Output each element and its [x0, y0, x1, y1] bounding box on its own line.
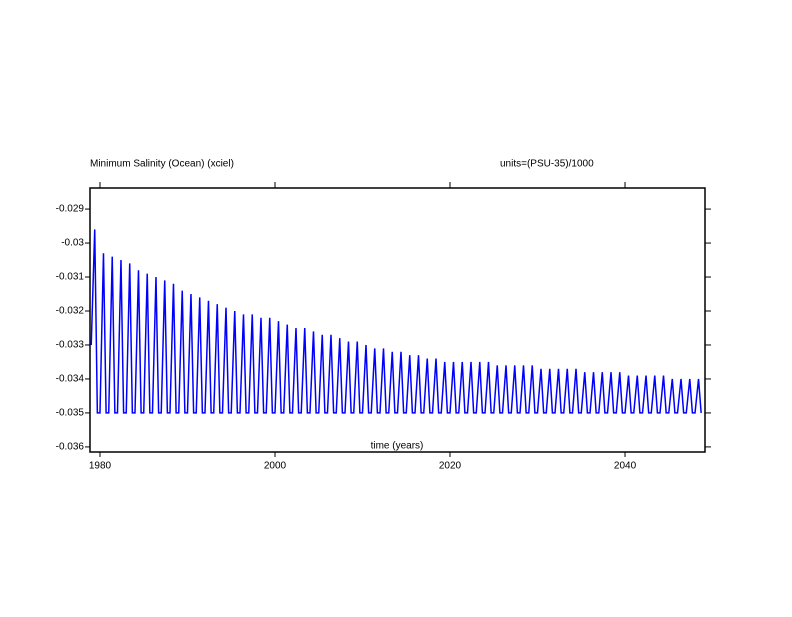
- x-tick-label: 2020: [439, 461, 462, 472]
- x-axis-label: time (years): [371, 441, 424, 452]
- plot-frame: [89, 187, 706, 453]
- chart-title: Minimum Salinity (Ocean) (xciel): [90, 159, 234, 170]
- x-tick-label: 2040: [614, 461, 637, 472]
- y-tick-label: -0.032: [56, 306, 85, 317]
- y-tick-label: -0.035: [56, 408, 85, 419]
- y-tick-label: -0.031: [56, 272, 85, 283]
- y-tick-label: -0.034: [56, 374, 85, 385]
- data-line: [90, 229, 702, 414]
- y-tick-label: -0.029: [56, 204, 85, 215]
- x-tick-label: 2000: [264, 461, 287, 472]
- chart-subtitle: units=(PSU-35)/1000: [500, 159, 594, 170]
- x-tick-label: 1980: [89, 461, 112, 472]
- y-tick-label: -0.036: [56, 442, 85, 453]
- y-tick-label: -0.033: [56, 340, 85, 351]
- y-tick-label: -0.03: [61, 238, 84, 249]
